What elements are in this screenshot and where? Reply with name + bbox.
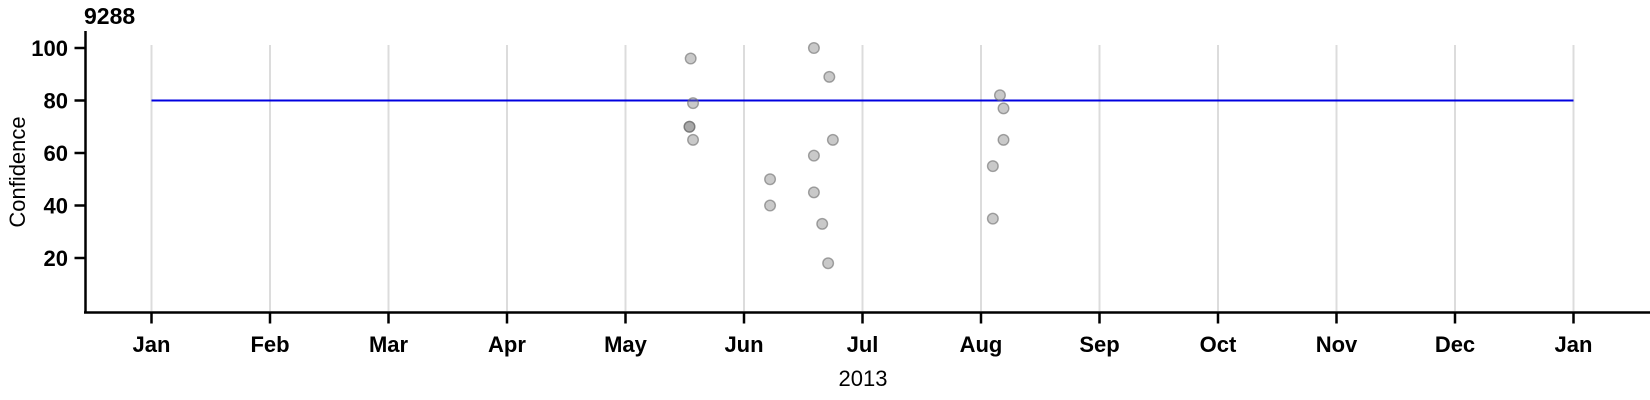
data-point xyxy=(807,42,820,55)
x-tick-label: Feb xyxy=(250,332,289,357)
data-point xyxy=(684,52,697,65)
chart-title: 9288 xyxy=(84,3,136,29)
x-tick-label: Sep xyxy=(1079,332,1119,357)
data-point xyxy=(807,149,820,162)
x-tick-label: Jan xyxy=(133,332,171,357)
data-point xyxy=(687,133,700,146)
x-tick-label: Nov xyxy=(1316,332,1358,357)
data-point xyxy=(997,133,1010,146)
x-tick-label: Apr xyxy=(488,332,526,357)
x-tick-label: Jan xyxy=(1555,332,1593,357)
x-axis-year-label: 2013 xyxy=(838,366,888,391)
x-tick-label: Aug xyxy=(960,332,1003,357)
data-point xyxy=(986,212,999,225)
data-point xyxy=(822,257,835,270)
x-tick-label: May xyxy=(604,332,648,357)
x-tick-label: Mar xyxy=(369,332,409,357)
data-point xyxy=(687,97,700,110)
y-tick-label: 80 xyxy=(44,89,68,114)
data-point xyxy=(986,160,999,173)
x-tick-label: Jul xyxy=(847,332,879,357)
data-point xyxy=(683,120,696,133)
data-point xyxy=(764,173,777,186)
data-point xyxy=(764,199,777,212)
data-point xyxy=(826,133,839,146)
y-tick-label: 20 xyxy=(44,246,68,271)
x-tick-label: Jun xyxy=(724,332,763,357)
x-tick-label: Dec xyxy=(1435,332,1475,357)
data-point xyxy=(807,186,820,199)
y-tick-label: 60 xyxy=(44,141,68,166)
data-point xyxy=(997,102,1010,115)
y-tick-label: 100 xyxy=(31,36,68,61)
data-point xyxy=(823,70,836,83)
data-point xyxy=(816,217,829,230)
y-tick-label: 40 xyxy=(44,194,68,219)
data-point xyxy=(993,89,1006,102)
x-tick-label: Oct xyxy=(1200,332,1237,357)
